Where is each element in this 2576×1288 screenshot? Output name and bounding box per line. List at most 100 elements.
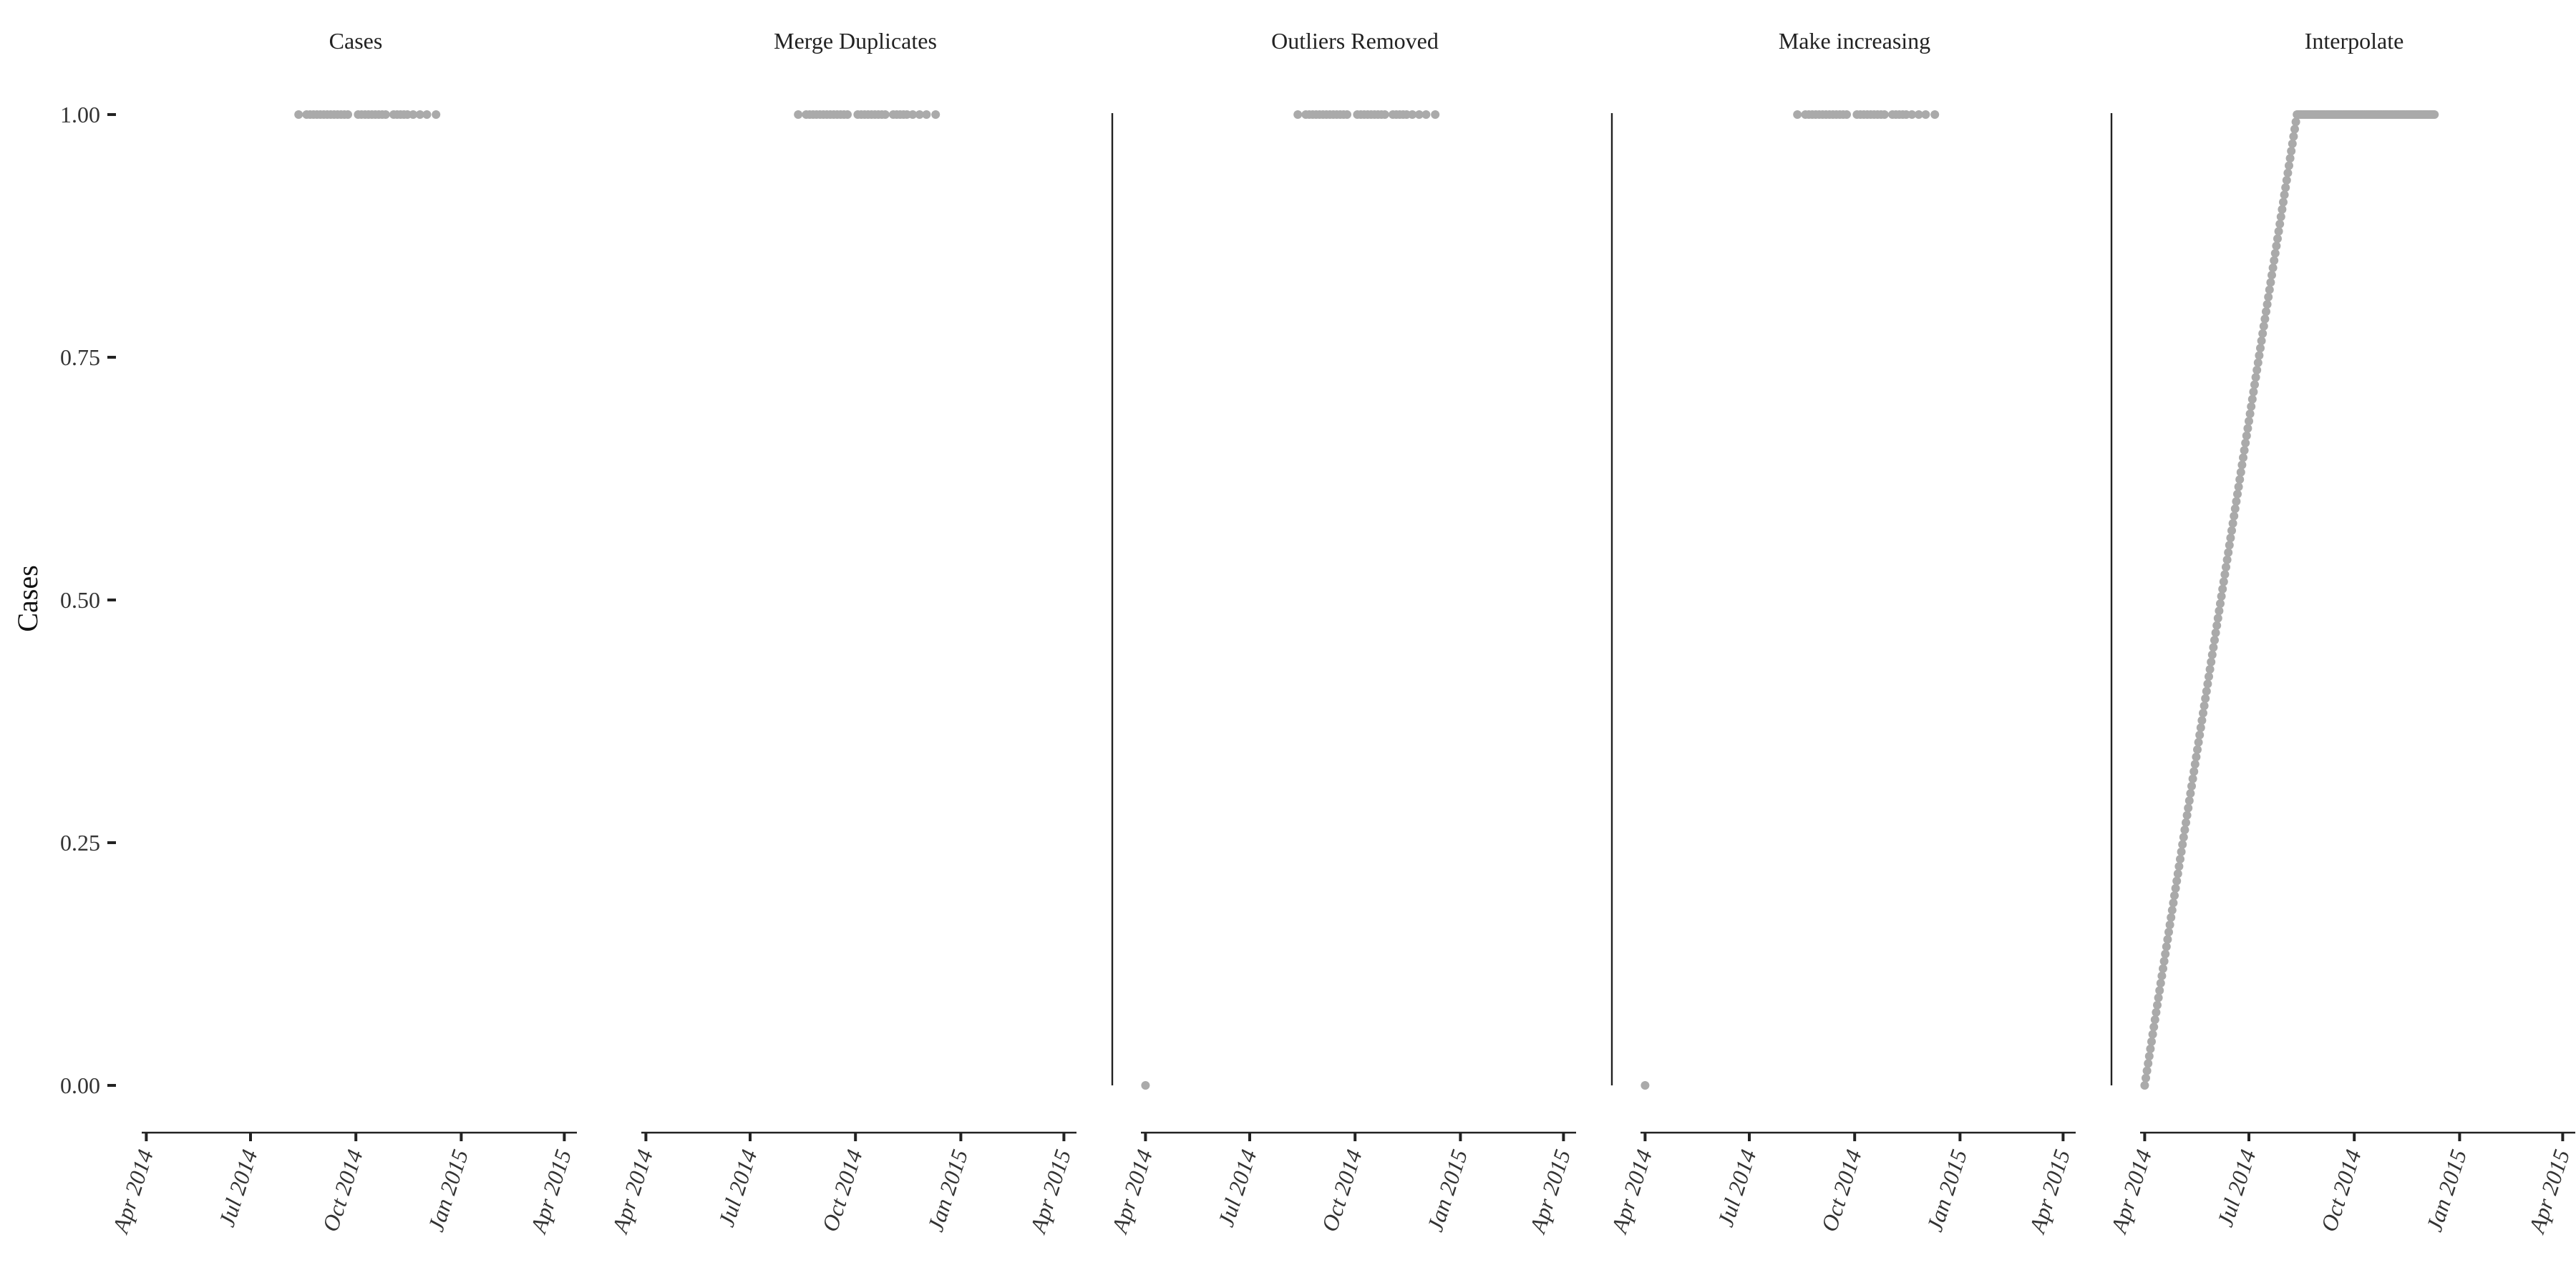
- data-point: [2253, 358, 2262, 367]
- data-point: [2290, 125, 2299, 134]
- data-point: [922, 110, 931, 119]
- data-point: [2205, 664, 2215, 674]
- data-point: [2232, 497, 2241, 506]
- facet-title: Cases: [329, 28, 383, 54]
- data-point: [1414, 110, 1424, 119]
- data-point: [2237, 460, 2247, 470]
- data-point: [2164, 927, 2173, 936]
- data-point: [1880, 110, 1889, 119]
- data-point: [432, 110, 441, 119]
- data-point: [915, 110, 924, 119]
- data-point: [2272, 241, 2281, 251]
- data-point: [2172, 876, 2182, 886]
- data-point: [2180, 825, 2189, 835]
- data-point: [2218, 584, 2227, 594]
- data-point: [2215, 606, 2224, 616]
- data-point: [2268, 271, 2276, 280]
- data-point: [794, 110, 803, 119]
- data-point: [2281, 183, 2290, 192]
- y-tick-label: 0.25: [60, 830, 100, 856]
- data-point: [2144, 1059, 2153, 1068]
- data-point: [2199, 709, 2207, 718]
- data-point: [415, 110, 424, 119]
- facet-title: Make increasing: [1779, 28, 1930, 54]
- data-point: [2203, 679, 2212, 689]
- data-point: [2249, 387, 2258, 397]
- data-point: [381, 110, 390, 119]
- data-point: [2228, 518, 2237, 528]
- data-point: [2197, 716, 2207, 725]
- data-point: [2188, 774, 2197, 783]
- data-point: [2222, 563, 2230, 572]
- data-point: [2193, 745, 2202, 755]
- data-point: [1930, 110, 1940, 119]
- data-point: [2288, 139, 2297, 148]
- data-point: [2222, 555, 2232, 564]
- data-point: [2430, 110, 2439, 119]
- data-point: [2171, 883, 2180, 893]
- data-point: [2289, 132, 2298, 141]
- data-point: [2154, 993, 2163, 1002]
- data-point: [2167, 906, 2177, 915]
- data-point: [880, 110, 890, 119]
- data-point: [2207, 657, 2216, 667]
- data-point: [2243, 424, 2252, 433]
- data-point: [2209, 643, 2218, 652]
- data-point: [2189, 767, 2199, 776]
- data-point: [2156, 979, 2165, 988]
- data-point: [1408, 110, 1417, 119]
- data-point: [1141, 1081, 1150, 1090]
- data-point: [2149, 1022, 2159, 1032]
- data-point: [2268, 263, 2278, 273]
- data-point: [2280, 190, 2289, 200]
- data-point: [2250, 380, 2259, 389]
- data-point: [2235, 475, 2245, 484]
- data-point: [2213, 614, 2222, 623]
- data-point: [1907, 110, 1917, 119]
- y-axis: 0.00 0.25 0.50 0.75 1.00: [60, 102, 116, 1098]
- data-point: [2240, 445, 2249, 455]
- data-point: [2182, 810, 2192, 820]
- data-point: [2192, 752, 2201, 762]
- data-point: [2150, 1015, 2159, 1025]
- data-point: [2173, 869, 2182, 878]
- data-point: [2161, 949, 2170, 959]
- data-point: [1343, 110, 1351, 119]
- y-tick-label: 0.50: [60, 587, 100, 613]
- data-point: [2174, 862, 2184, 871]
- data-point: [2200, 701, 2209, 710]
- y-tick-label: 0.75: [60, 344, 100, 370]
- data-point: [2202, 687, 2211, 696]
- data-point: [2285, 161, 2293, 170]
- data-point: [2255, 351, 2264, 360]
- data-point: [843, 110, 852, 119]
- data-point: [2155, 986, 2164, 995]
- data-point: [2211, 628, 2220, 637]
- data-point: [2147, 1037, 2156, 1046]
- data-point: [2247, 402, 2256, 411]
- data-point: [2260, 314, 2270, 324]
- data-point: [2276, 212, 2285, 221]
- data-point: [2256, 344, 2265, 353]
- data-point: [2273, 234, 2282, 243]
- data-point: [2210, 636, 2219, 645]
- data-point: [2159, 964, 2167, 973]
- data-point: [2159, 957, 2169, 966]
- data-point: [931, 110, 941, 119]
- data-point: [2142, 1073, 2150, 1083]
- data-point: [344, 110, 352, 119]
- data-point: [2220, 570, 2230, 579]
- data-point: [2190, 760, 2200, 769]
- data-point: [2201, 694, 2210, 703]
- data-point: [2270, 256, 2279, 265]
- data-point: [2245, 410, 2255, 419]
- data-point: [2170, 891, 2179, 900]
- data-point: [2283, 168, 2293, 178]
- data-point: [2219, 577, 2228, 586]
- data-point: [2205, 672, 2213, 682]
- data-point: [2279, 198, 2288, 207]
- data-point: [1293, 110, 1303, 119]
- data-point: [2153, 1000, 2162, 1009]
